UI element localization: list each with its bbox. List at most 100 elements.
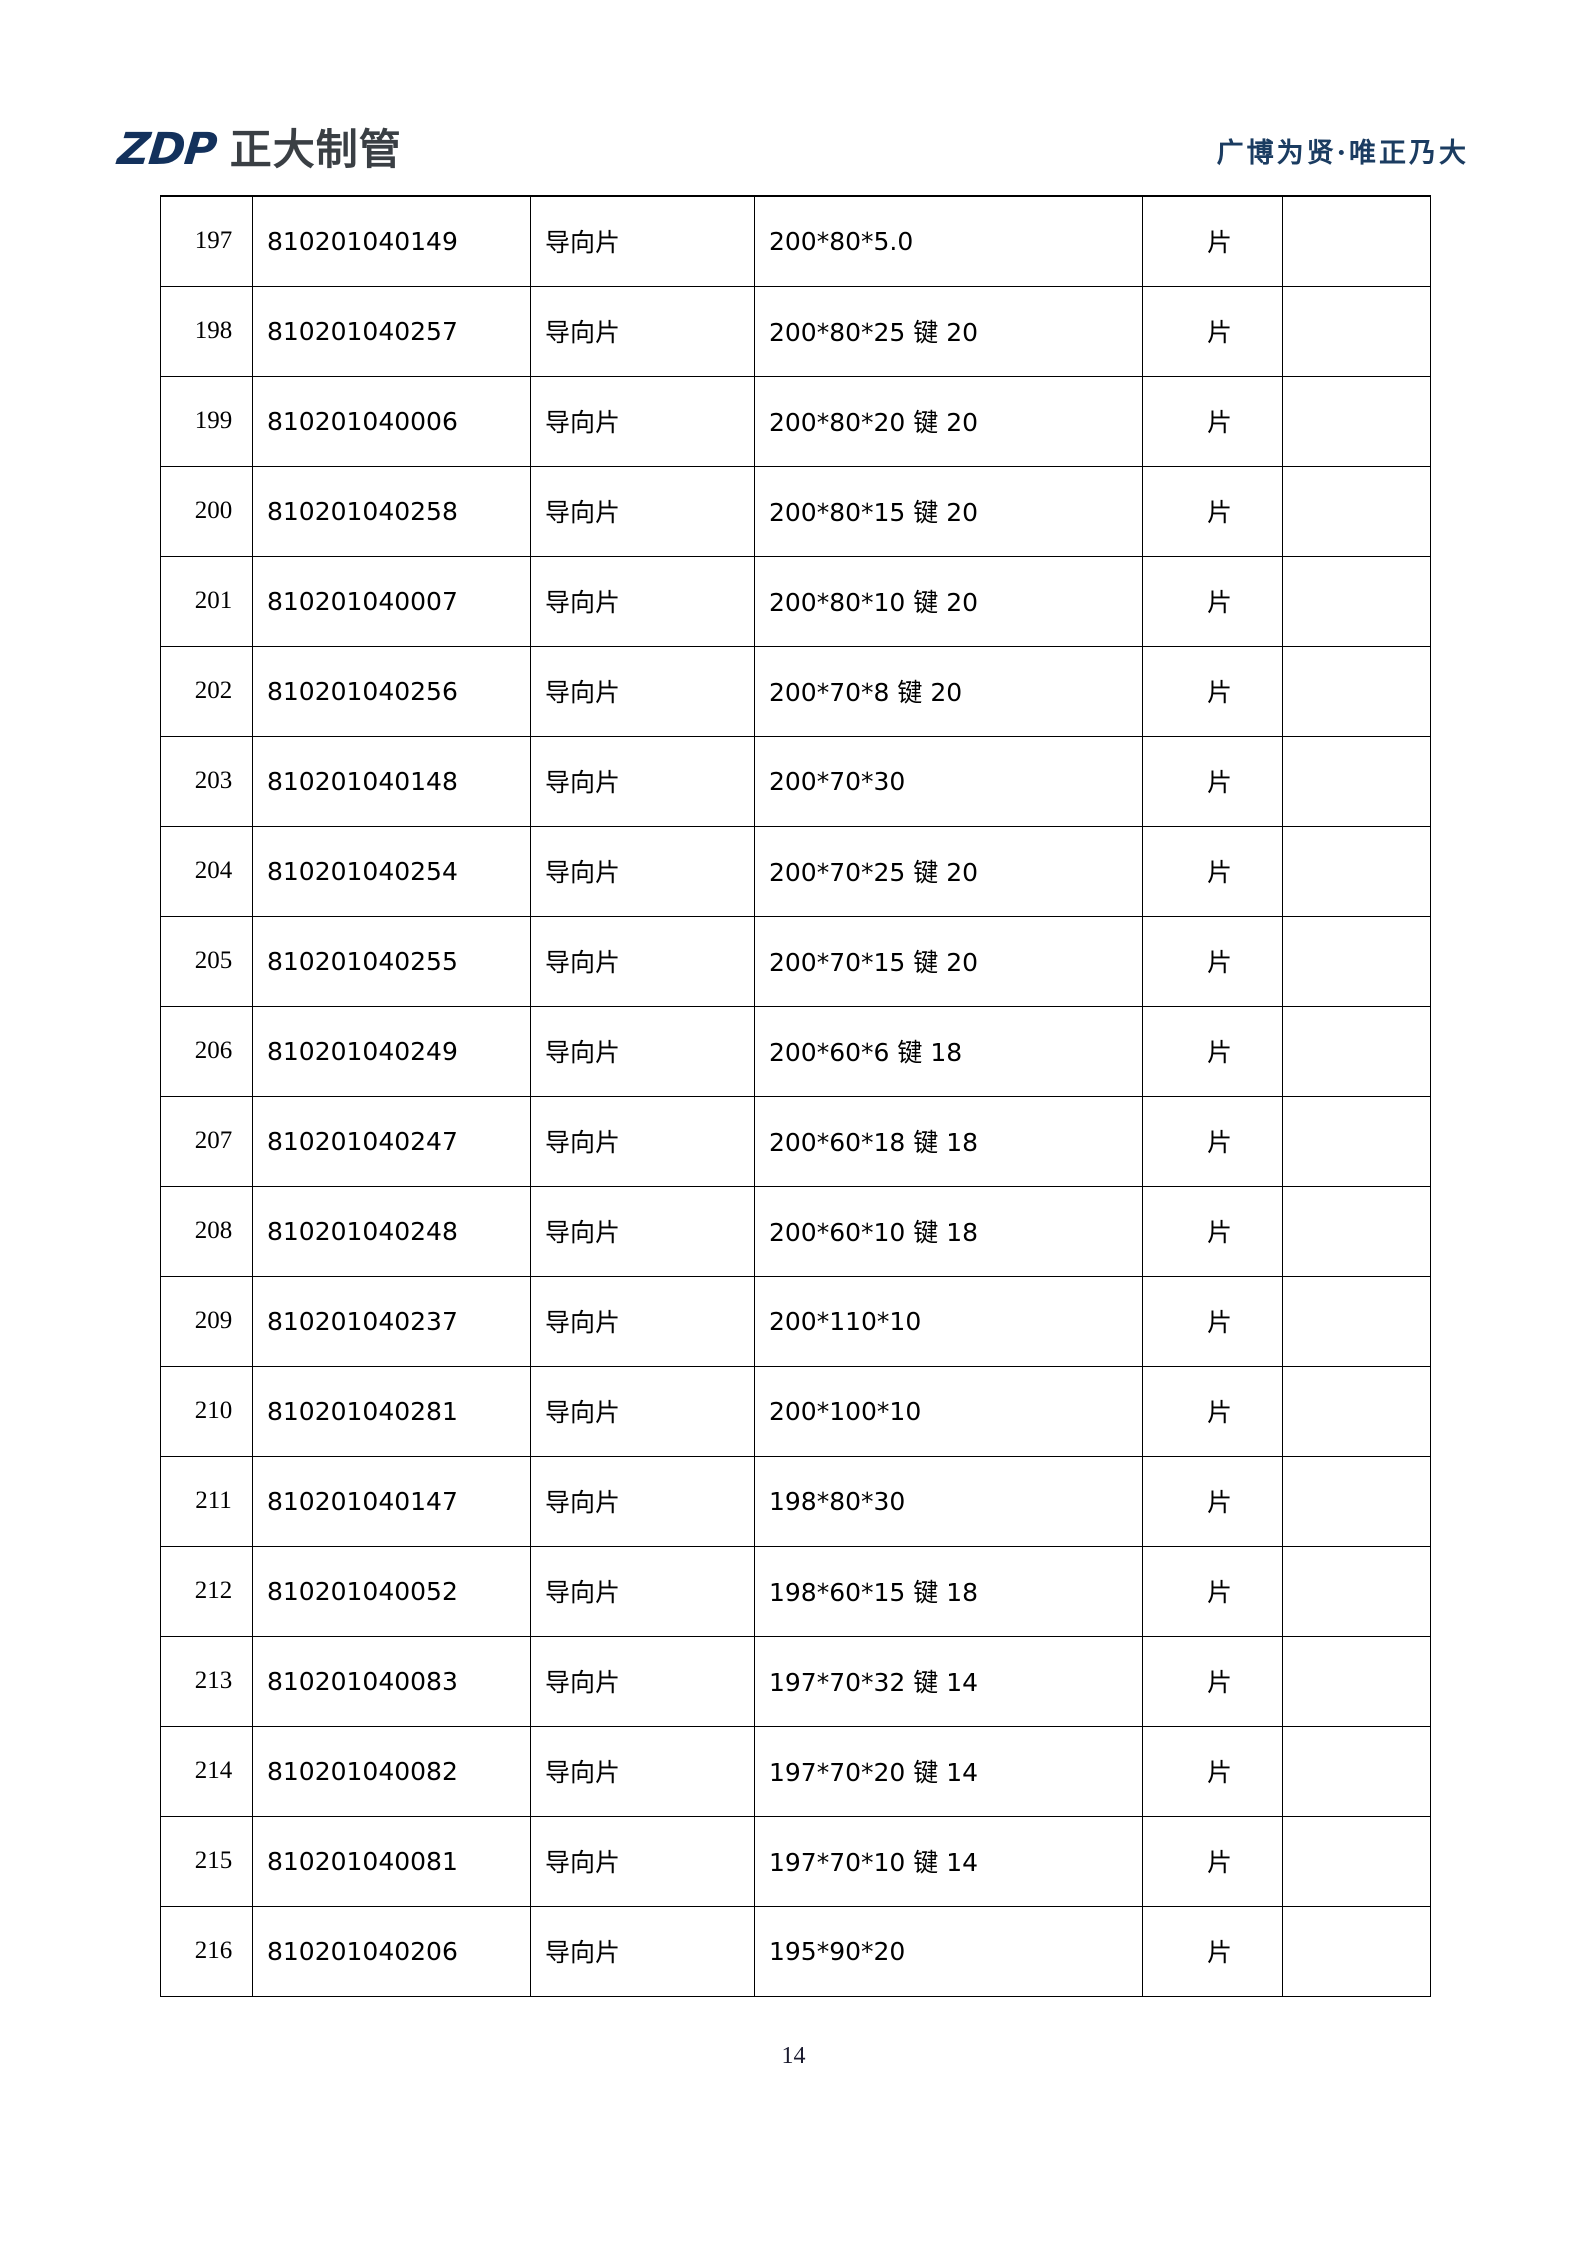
page-footer: 14 [0, 2043, 1587, 2070]
cell-unit: 片 [1142, 735, 1283, 827]
cell-product-code: 810201040237 [252, 1275, 531, 1367]
cell-unit: 片 [1142, 1095, 1283, 1187]
cell-remark [1282, 285, 1431, 377]
cell-index: 204 [160, 825, 253, 917]
cell-index: 205 [160, 915, 253, 1007]
cell-remark [1282, 375, 1431, 467]
cell-product-code: 810201040007 [252, 555, 531, 647]
page-header: ZDP 正大制管 广博为贤·唯正乃大 [0, 118, 1587, 182]
cell-remark [1282, 1095, 1431, 1187]
table-row: 199 810201040006 导向片 200*80*20 键 20 片 [160, 375, 1431, 467]
cell-product-name: 导向片 [530, 1095, 755, 1187]
cell-product-code: 810201040206 [252, 1905, 531, 1997]
cell-product-name: 导向片 [530, 1455, 755, 1547]
cell-remark [1282, 1635, 1431, 1727]
table-row: 214 810201040082 导向片 197*70*20 键 14 片 [160, 1725, 1431, 1817]
cell-index: 199 [160, 375, 253, 467]
cell-index: 209 [160, 1275, 253, 1367]
cell-specification: 200*70*25 键 20 [754, 825, 1143, 917]
cell-unit: 片 [1142, 1185, 1283, 1277]
cell-unit: 片 [1142, 1635, 1283, 1727]
cell-unit: 片 [1142, 375, 1283, 467]
cell-specification: 200*80*5.0 [754, 195, 1143, 287]
cell-specification: 200*70*8 键 20 [754, 645, 1143, 737]
cell-specification: 200*70*30 [754, 735, 1143, 827]
cell-product-name: 导向片 [530, 285, 755, 377]
table-row: 202 810201040256 导向片 200*70*8 键 20 片 [160, 645, 1431, 737]
cell-index: 207 [160, 1095, 253, 1187]
cell-product-name: 导向片 [530, 1005, 755, 1097]
cell-index: 212 [160, 1545, 253, 1637]
cell-specification: 200*80*15 键 20 [754, 465, 1143, 557]
cell-index: 211 [160, 1455, 253, 1547]
cell-product-name: 导向片 [530, 555, 755, 647]
cell-product-name: 导向片 [530, 915, 755, 1007]
cell-product-name: 导向片 [530, 735, 755, 827]
cell-index: 201 [160, 555, 253, 647]
cell-remark [1282, 735, 1431, 827]
cell-product-code: 810201040083 [252, 1635, 531, 1727]
cell-unit: 片 [1142, 1365, 1283, 1457]
cell-remark [1282, 465, 1431, 557]
cell-index: 213 [160, 1635, 253, 1727]
cell-product-name: 导向片 [530, 645, 755, 737]
cell-specification: 200*70*15 键 20 [754, 915, 1143, 1007]
cell-remark [1282, 1185, 1431, 1277]
cell-remark [1282, 645, 1431, 737]
cell-product-code: 810201040081 [252, 1815, 531, 1907]
cell-unit: 片 [1142, 1005, 1283, 1097]
cell-product-name: 导向片 [530, 1275, 755, 1367]
cell-product-code: 810201040248 [252, 1185, 531, 1277]
table-row: 203 810201040148 导向片 200*70*30 片 [160, 735, 1431, 827]
page-number: 14 [781, 2043, 806, 2069]
cell-specification: 195*90*20 [754, 1905, 1143, 1997]
table-row: 215 810201040081 导向片 197*70*10 键 14 片 [160, 1815, 1431, 1907]
parts-table-container: 197 810201040149 导向片 200*80*5.0 片 198 81020104… [160, 195, 1431, 1997]
cell-specification: 200*100*10 [754, 1365, 1143, 1457]
cell-specification: 200*80*10 键 20 [754, 555, 1143, 647]
cell-product-name: 导向片 [530, 1185, 755, 1277]
cell-unit: 片 [1142, 645, 1283, 737]
cell-specification: 200*60*18 键 18 [754, 1095, 1143, 1187]
cell-product-name: 导向片 [530, 375, 755, 467]
cell-product-code: 810201040255 [252, 915, 531, 1007]
cell-unit: 片 [1142, 465, 1283, 557]
cell-remark [1282, 1725, 1431, 1817]
cell-index: 202 [160, 645, 253, 737]
table-row: 210 810201040281 导向片 200*100*10 片 [160, 1365, 1431, 1457]
table-row: 205 810201040255 导向片 200*70*15 键 20 片 [160, 915, 1431, 1007]
cell-index: 197 [160, 195, 253, 287]
cell-unit: 片 [1142, 1725, 1283, 1817]
cell-product-code: 810201040148 [252, 735, 531, 827]
cell-product-code: 810201040257 [252, 285, 531, 377]
cell-product-code: 810201040052 [252, 1545, 531, 1637]
cell-specification: 200*60*10 键 18 [754, 1185, 1143, 1277]
cell-product-name: 导向片 [530, 465, 755, 557]
cell-product-code: 810201040147 [252, 1455, 531, 1547]
table-row: 213 810201040083 导向片 197*70*32 键 14 片 [160, 1635, 1431, 1727]
parts-table: 197 810201040149 导向片 200*80*5.0 片 198 81020104… [160, 195, 1431, 1997]
cell-remark [1282, 1545, 1431, 1637]
cell-unit: 片 [1142, 555, 1283, 647]
company-logo: ZDP 正大制管 [115, 124, 402, 175]
table-row: 201 810201040007 导向片 200*80*10 键 20 片 [160, 555, 1431, 647]
cell-index: 216 [160, 1905, 253, 1997]
company-tagline: 广博为贤·唯正乃大 [1216, 137, 1469, 169]
cell-specification: 200*110*10 [754, 1275, 1143, 1367]
cell-unit: 片 [1142, 1545, 1283, 1637]
cell-unit: 片 [1142, 825, 1283, 917]
cell-unit: 片 [1142, 1905, 1283, 1997]
cell-product-name: 导向片 [530, 1365, 755, 1457]
cell-unit: 片 [1142, 1815, 1283, 1907]
cell-index: 214 [160, 1725, 253, 1817]
cell-specification: 198*60*15 键 18 [754, 1545, 1143, 1637]
cell-specification: 200*60*6 键 18 [754, 1005, 1143, 1097]
cell-product-code: 810201040006 [252, 375, 531, 467]
table-row: 211 810201040147 导向片 198*80*30 片 [160, 1455, 1431, 1547]
cell-remark [1282, 1455, 1431, 1547]
cell-specification: 197*70*32 键 14 [754, 1635, 1143, 1727]
cell-remark [1282, 915, 1431, 1007]
parts-table-body: 197 810201040149 导向片 200*80*5.0 片 198 81020104… [160, 195, 1431, 1997]
cell-product-code: 810201040249 [252, 1005, 531, 1097]
